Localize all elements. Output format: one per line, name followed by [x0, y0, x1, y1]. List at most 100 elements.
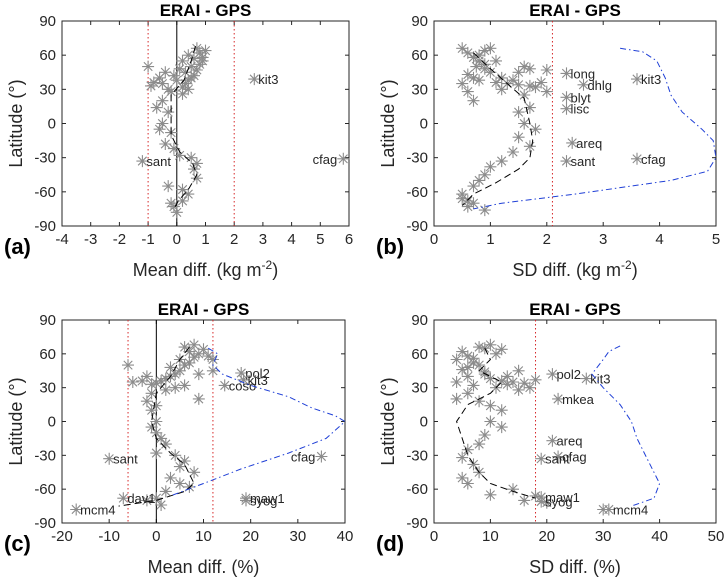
- y-tick-label: 30: [39, 81, 56, 98]
- station-label-pol2: pol2: [556, 367, 581, 382]
- y-tick-label: 60: [411, 47, 428, 64]
- x-tick-label: 1: [201, 231, 209, 248]
- data-point: [206, 353, 219, 366]
- data-point: [461, 350, 474, 363]
- station-label-kit3: kit3: [248, 373, 268, 388]
- data-point: [461, 370, 474, 383]
- data-point: [173, 477, 186, 490]
- station-label-coso: coso: [229, 378, 256, 393]
- data-point: [145, 79, 157, 92]
- data-point: [145, 404, 158, 417]
- y-tick-label: 90: [411, 312, 428, 329]
- x-tick-label: 30: [289, 528, 306, 545]
- y-tick-label: 90: [411, 13, 428, 30]
- station-point: [235, 367, 248, 379]
- data-point: [170, 74, 183, 87]
- station-label-lisc: lisc: [571, 102, 590, 117]
- station-point: [560, 91, 573, 104]
- panel-label: (a): [4, 234, 31, 259]
- data-point: [501, 378, 514, 391]
- data-point: [478, 429, 491, 441]
- data-point: [150, 101, 163, 114]
- station-label-sant: sant: [113, 452, 138, 467]
- station-point: [631, 73, 643, 86]
- data-point: [178, 379, 191, 392]
- x-tick-label: -10: [98, 528, 120, 545]
- y-tick-label: 0: [48, 116, 56, 133]
- x-tick-label: 3: [259, 231, 267, 248]
- y-tick-label: -30: [406, 447, 428, 464]
- data-point: [495, 404, 508, 417]
- data-point: [490, 76, 502, 89]
- y-tick-label: 30: [411, 380, 428, 397]
- data-point: [470, 60, 483, 73]
- data-point: [169, 449, 182, 462]
- data-point: [183, 345, 196, 358]
- data-point: [467, 71, 480, 84]
- data-point: [484, 372, 497, 385]
- x-tick-label: 3: [599, 231, 607, 248]
- data-point: [540, 85, 553, 98]
- data-point: [169, 381, 182, 394]
- data-point: [164, 471, 177, 484]
- panel-2: 0 1 2 3 4 5 -90 -60 -30 0 30 60 90 long kit3 dhlgblytli…: [376, 1, 720, 280]
- data-point: [159, 485, 172, 498]
- x-tick-label: 4: [287, 231, 295, 248]
- station-point: [602, 503, 615, 516]
- data-point: [512, 66, 525, 79]
- data-point: [159, 138, 172, 150]
- station-point: [248, 73, 261, 86]
- data-point: [190, 172, 203, 185]
- data-point: [192, 368, 205, 381]
- data-point: [523, 62, 536, 75]
- data-point: [185, 60, 198, 73]
- data-point: [173, 62, 186, 75]
- y-tick-label: -90: [406, 218, 428, 235]
- x-tick-label: 5: [712, 231, 720, 248]
- x-tick-label: -20: [51, 528, 73, 545]
- data-point: [167, 142, 180, 155]
- data-point: [512, 106, 525, 119]
- station-point: [546, 434, 559, 447]
- data-point: [145, 378, 158, 391]
- data-point: [490, 54, 502, 67]
- station-label-areq: areq: [556, 434, 582, 449]
- data-point: [518, 377, 531, 390]
- y-tick-label: 90: [39, 13, 56, 30]
- station-label-syog: syog: [545, 495, 572, 510]
- panel-label: (b): [376, 234, 404, 259]
- data-point: [153, 71, 166, 84]
- x-axis-label: Mean diff. (kg m-2): [133, 258, 278, 280]
- chart-title: ERAI - GPS: [529, 1, 621, 20]
- data-point: [512, 131, 525, 144]
- data-point: [169, 368, 182, 381]
- x-axis-label-exponent: -2: [621, 258, 632, 272]
- data-point: [495, 155, 508, 168]
- data-point: [456, 471, 469, 484]
- station-point: [218, 379, 231, 392]
- data-point: [159, 66, 172, 79]
- data-point: [507, 376, 519, 388]
- data-point: [192, 347, 205, 360]
- data-point: [178, 359, 191, 372]
- data-point: [188, 351, 201, 364]
- station-point: [560, 155, 573, 168]
- data-point: [529, 123, 542, 136]
- panel-1: -4 -3 -2 -1 0 1 2 3 4 5 6 -90 -60 -30 0 30 60 90 kit3 cfag s…: [4, 1, 353, 280]
- station-point: [546, 368, 559, 381]
- y-tick-label: -60: [406, 184, 428, 201]
- data-point: [140, 395, 153, 408]
- chart-title: ERAI - GPS: [158, 300, 250, 319]
- mean-curve: [170, 45, 198, 210]
- data-point: [484, 488, 497, 501]
- station-label-sant: sant: [571, 154, 596, 169]
- data-point: [523, 101, 536, 114]
- data-point: [535, 76, 548, 89]
- data-point: [150, 399, 163, 412]
- data-point: [182, 83, 195, 96]
- data-point: [518, 60, 531, 73]
- data-point: [484, 399, 497, 412]
- data-point: [162, 106, 175, 119]
- data-point: [183, 356, 196, 369]
- data-point: [461, 68, 474, 81]
